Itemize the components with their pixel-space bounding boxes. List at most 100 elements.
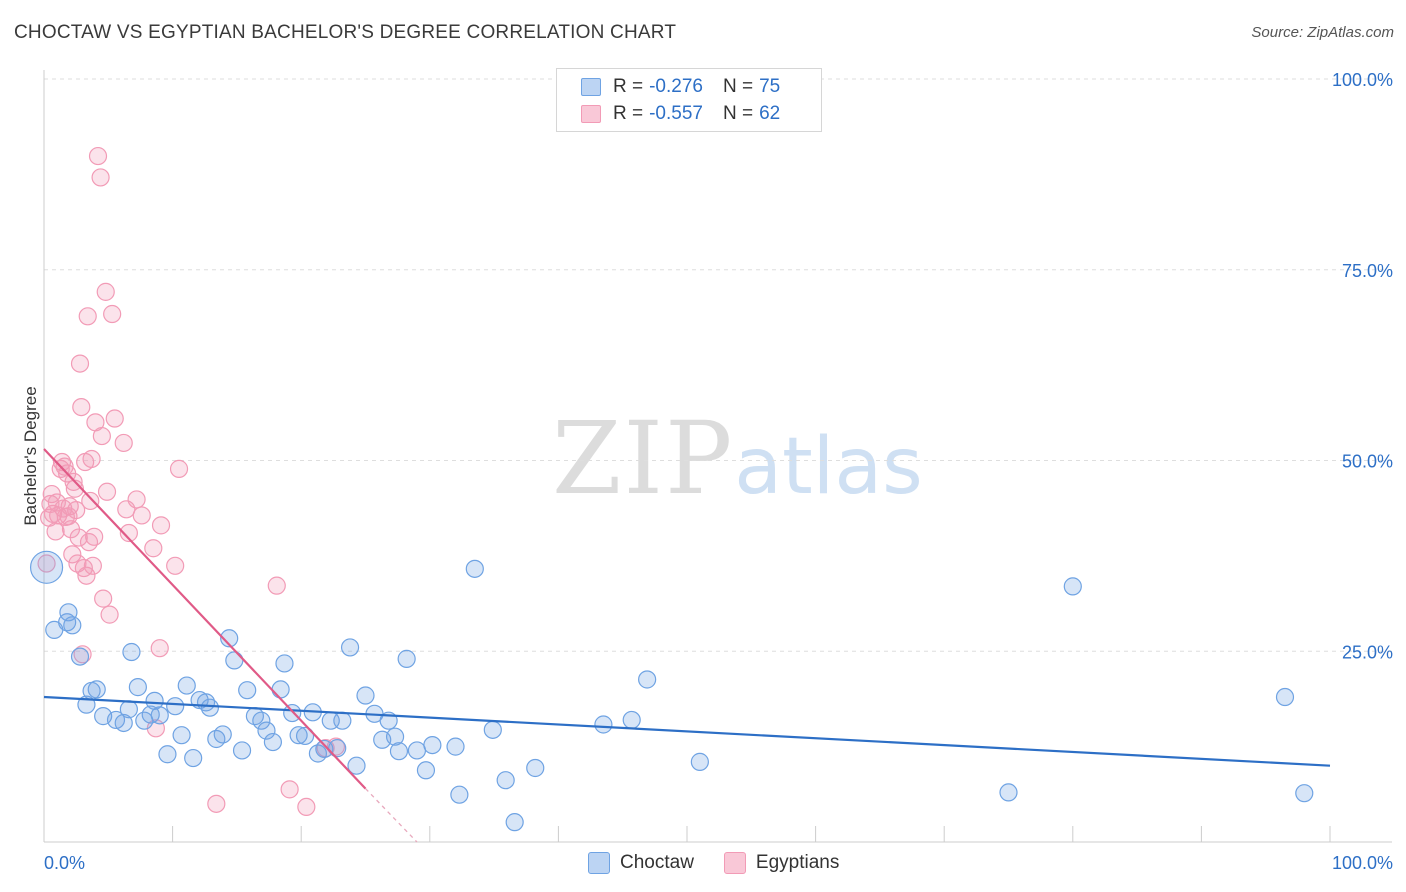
choctaw-legend-swatch [588,852,610,874]
r-value: -0.276 [649,76,703,97]
egyptians-point [37,554,56,573]
x-tick-label: 0.0% [44,853,85,873]
choctaw-point [594,715,613,734]
legend-item-choctaw[interactable]: Choctaw [588,852,694,874]
choctaw-point [690,752,709,771]
egyptians-point [85,527,104,546]
egyptians-point [166,556,185,575]
source-prefix: Source: [1251,24,1308,41]
stats-legend: R = -0.276 N = 75 R = -0.557 N = 62 [556,68,822,132]
egyptians-point [280,780,299,799]
legend-item-egyptians[interactable]: Egyptians [723,852,839,874]
egyptians-point [100,605,119,624]
y-tick-label: 75.0% [1342,261,1393,281]
choctaw-point [622,710,641,730]
egyptians-point [267,576,286,595]
source-credit: Source: ZipAtlas.com [1251,24,1394,41]
choctaw-point [252,711,271,730]
r-label: R = [613,103,644,124]
egyptians-point [77,566,96,585]
y-axis-label: Bachelor's Degree [21,386,40,526]
egyptians-trend-extension [365,788,418,843]
choctaw-point [172,726,191,745]
choctaw-point [238,681,257,700]
egyptians-point [83,556,102,575]
egyptians-point [127,490,146,509]
egyptians-point [105,409,124,428]
source-name[interactable]: ZipAtlas.com [1307,24,1394,41]
egyptians-point [151,516,171,535]
n-value: 62 [759,103,781,124]
choctaw-point [271,680,290,699]
egyptians-point [63,545,82,564]
choctaw-point [389,742,409,761]
choctaw-point [200,698,219,717]
choctaw-point [114,713,133,733]
egyptians-point [70,354,90,373]
choctaw-point [1063,577,1082,596]
choctaw-point [526,758,545,778]
egyptians-point [46,522,65,541]
choctaw-point [1275,687,1295,707]
legend-label-choctaw: Choctaw [620,852,694,873]
egyptians-point [72,397,91,417]
choctaw-point [232,741,252,760]
egyptians-point [96,282,115,301]
tick-labels: 25.0% 50.0% 75.0% 100.0% 0.0% 100.0% [44,70,1393,873]
choctaw-point [119,700,138,719]
choctaw-point [145,691,164,710]
choctaw-point [263,732,283,752]
egyptians-point [94,589,113,608]
choctaw-point [213,725,232,744]
n-label: N = [722,103,754,124]
choctaw-point [450,785,469,804]
egyptians-point [91,168,110,187]
grid-lines [44,78,1392,652]
choctaw-point [347,756,366,775]
choctaw-point [385,727,405,746]
choctaw-point [295,726,315,746]
egyptians-point [82,449,101,469]
choctaw-point [328,739,347,758]
choctaw-point [483,720,502,739]
trend-lines [43,448,1331,843]
legend-row-egyptians: R = -0.557 N = 62 [581,102,780,126]
choctaw-swatch [581,78,601,96]
egyptians-swatch [581,105,601,123]
axes [43,70,1392,843]
egyptians-point [88,146,108,166]
choctaw-point [70,647,90,666]
series-legend: Choctaw Egyptians [588,852,869,874]
egyptians-point [78,307,97,326]
choctaw-point [166,697,185,716]
choctaw-point [407,741,427,760]
choctaw-point [496,771,515,790]
egyptians-point [92,426,111,446]
choctaw-point [29,550,64,584]
choctaw-point [184,748,203,768]
choctaw-point [505,813,524,832]
choctaw-point [283,703,302,723]
choctaw-point [416,761,436,780]
egyptians-point [114,433,133,453]
chart-title: CHOCTAW VS EGYPTIAN BACHELOR'S DEGREE CO… [14,22,677,43]
egyptians-point [144,539,163,558]
egyptians-point [119,523,138,543]
choctaw-point [1295,784,1314,803]
y-tick-label: 50.0% [1342,452,1393,472]
egyptians-point [79,533,99,552]
choctaw-point [257,721,276,740]
choctaw-point [397,649,416,668]
choctaw-point [333,711,352,730]
choctaw-point [356,686,375,705]
choctaw-point [158,745,177,764]
y-tick-label: 100.0% [1332,70,1393,90]
choctaw-point [638,670,657,689]
r-value: -0.557 [649,103,703,124]
choctaw-point [220,629,239,648]
choctaw-point [87,680,106,699]
egyptians-point [97,482,117,501]
egyptians-point [297,797,316,817]
egyptians-point [69,528,88,547]
